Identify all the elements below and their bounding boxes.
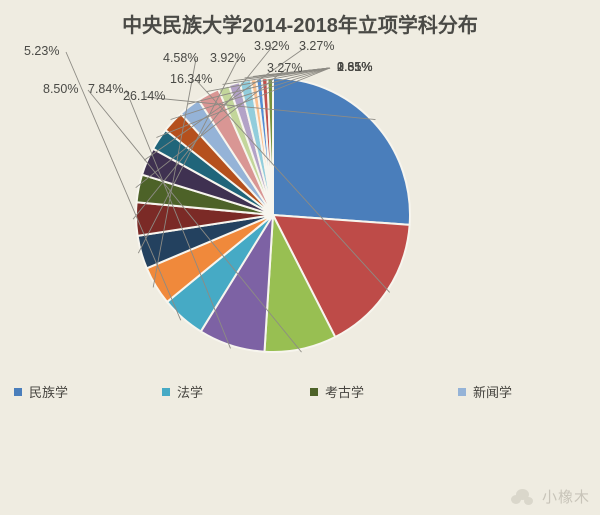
pie-value-label: 0.65%	[337, 60, 372, 74]
pie-value-label: 2.61%	[337, 60, 372, 74]
pie-value-label: 1.31%	[337, 60, 372, 74]
leader-line	[152, 58, 197, 288]
pie-value-label: 2.61%	[337, 60, 372, 74]
pie-value-label: 4.58%	[163, 51, 198, 65]
pie-value-label: 8.50%	[43, 82, 78, 96]
legend-item[interactable]: 考古学	[310, 381, 458, 403]
watermark-text: 小橡木	[541, 489, 590, 506]
pie-value-label: 26.14%	[123, 89, 165, 103]
pie-value-label: 0.65%	[337, 60, 372, 74]
pie-chart-svg: 26.14% 16.34% 8.50% 7.84% 5.23% 4.58% 3.92% 3.9…	[24, 39, 412, 353]
pie-value-label: 3.92%	[210, 51, 245, 65]
legend-color-swatch	[458, 388, 466, 396]
pie-value-label: 3.27%	[267, 61, 302, 75]
pie-value-labels-group: 26.14% 16.34% 8.50% 7.84% 5.23% 4.58% 3.92% 3.9…	[24, 39, 372, 103]
pie-slices-group	[135, 76, 412, 353]
leader-line	[144, 96, 376, 121]
leader-line	[65, 51, 182, 321]
pie-value-label: 3.27%	[299, 39, 334, 53]
pie-value-label: 1.31%	[337, 60, 372, 74]
chart-legend: 民族学法学考古学新闻学统计学哲学语言学中国历史理论经济马列·科社党史·党建中国文…	[14, 381, 594, 403]
leader-line	[135, 68, 287, 189]
watermark: 小橡木	[510, 486, 590, 507]
leader-line	[195, 79, 391, 293]
leader-line	[156, 67, 331, 138]
leader-line	[143, 46, 307, 161]
pie-slice[interactable]	[271, 213, 411, 339]
legend-color-swatch	[14, 388, 22, 396]
leader-line	[87, 89, 302, 353]
pie-value-label: 2.61%	[337, 60, 372, 74]
chart-title: 中央民族大学2014-2018年立项学科分布	[122, 15, 478, 37]
leader-lines-group	[65, 46, 391, 353]
pie-value-label: 16.34%	[170, 72, 212, 86]
pie-slice[interactable]	[266, 76, 274, 216]
legend-color-swatch	[162, 388, 170, 396]
pie-slice[interactable]	[272, 76, 412, 226]
legend-label: 考古学	[325, 384, 365, 400]
legend-label: 民族学	[29, 384, 69, 400]
leader-line	[125, 89, 231, 349]
leader-line	[170, 67, 331, 120]
pie-value-label: 7.84%	[88, 82, 123, 96]
leader-line	[137, 58, 239, 254]
legend-label: 新闻学	[473, 384, 513, 400]
legend-label: 法学	[177, 384, 204, 400]
legend-item[interactable]: 新闻学	[458, 381, 600, 403]
leader-line	[206, 67, 331, 93]
pie-value-label: 5.23%	[24, 44, 59, 58]
pie-value-label: 0.65%	[337, 60, 372, 74]
pie-value-label: 1.31%	[337, 60, 372, 74]
pie-value-label: 3.92%	[254, 39, 289, 53]
legend-item[interactable]: 民族学	[14, 381, 162, 403]
pie-value-label: 2.61%	[337, 60, 372, 74]
leader-line	[132, 46, 273, 220]
leader-line	[187, 67, 331, 105]
pie-value-label: 0.65%	[337, 60, 372, 74]
acorn-logo-icon	[510, 487, 536, 507]
leader-line	[270, 67, 331, 76]
legend-color-swatch	[310, 388, 318, 396]
legend-item[interactable]: 法学	[162, 381, 310, 403]
